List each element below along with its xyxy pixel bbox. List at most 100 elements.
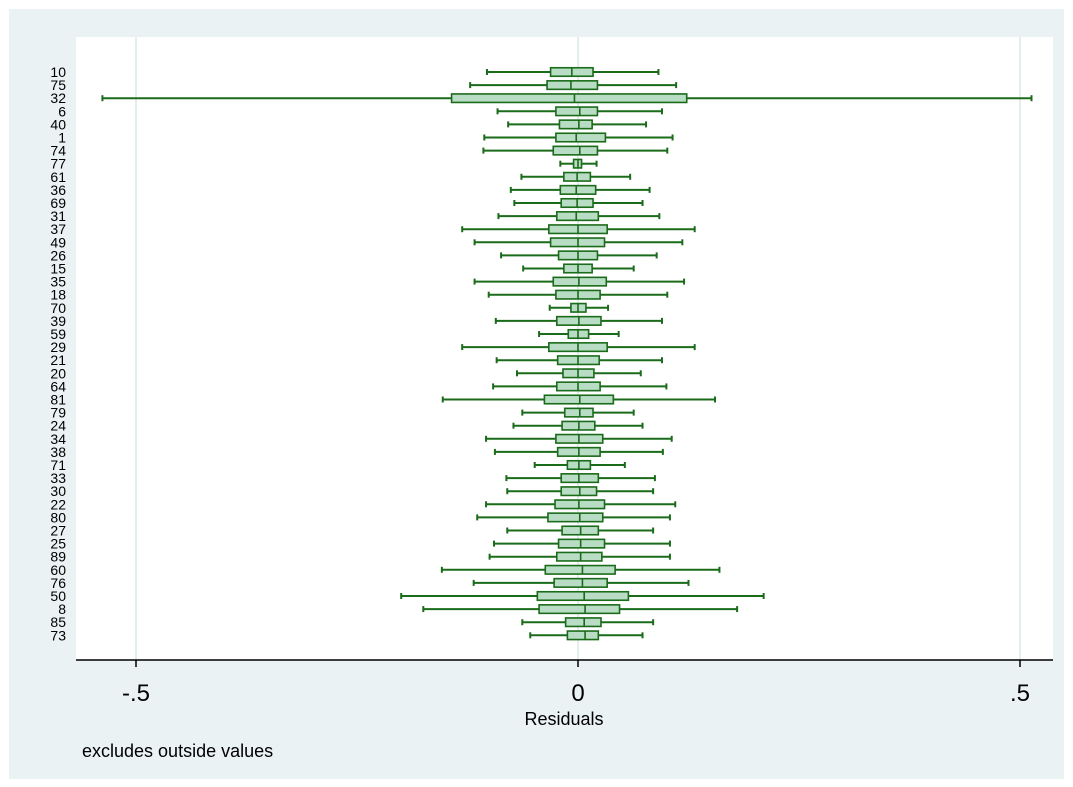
category-label: 20 [50, 365, 66, 381]
category-label: 81 [50, 392, 66, 408]
category-label: 79 [50, 405, 66, 421]
box-89 [488, 551, 671, 562]
box-81 [441, 394, 717, 405]
category-label: 77 [50, 156, 66, 172]
category-label: 24 [50, 418, 66, 434]
box-iqr [554, 499, 606, 510]
box-24 [512, 420, 644, 431]
box-80 [476, 512, 671, 523]
box-iqr [543, 394, 615, 405]
box-iqr [560, 486, 598, 497]
category-label: 71 [50, 457, 66, 473]
box-iqr [538, 604, 621, 615]
box-10 [485, 66, 660, 78]
box-32 [101, 93, 1033, 104]
box-27 [506, 525, 655, 536]
box-15 [522, 263, 635, 274]
box-iqr [555, 211, 600, 222]
category-label: 1 [58, 130, 66, 146]
category-label: 39 [50, 313, 66, 329]
box-1 [483, 132, 674, 143]
box-36 [509, 184, 651, 195]
boxes-layer [101, 66, 1033, 641]
category-label: 49 [50, 234, 66, 250]
box-33 [505, 473, 656, 484]
category-label: 75 [50, 77, 66, 93]
category-label: 80 [50, 509, 66, 525]
box-26 [500, 250, 658, 261]
box-50 [400, 590, 765, 602]
box-iqr [553, 577, 608, 588]
box-iqr [544, 564, 616, 575]
box-iqr [552, 276, 608, 287]
box-25 [493, 538, 671, 549]
box-49 [473, 237, 684, 248]
box-40 [507, 119, 648, 130]
box-31 [497, 211, 661, 222]
box-73 [529, 630, 644, 641]
box-59 [538, 328, 620, 340]
box-77 [559, 158, 598, 169]
category-label: 35 [50, 274, 66, 290]
box-35 [473, 276, 686, 287]
category-label: 36 [50, 182, 66, 198]
box-74 [482, 145, 669, 156]
category-label: 6 [58, 103, 66, 119]
category-label: 10 [50, 64, 66, 80]
box-iqr [566, 630, 600, 641]
box-61 [520, 171, 632, 182]
category-label: 61 [50, 169, 66, 185]
category-label: 27 [50, 523, 66, 539]
category-label: 40 [50, 116, 66, 132]
category-label: 31 [50, 208, 66, 224]
box-6 [496, 106, 663, 117]
box-75 [469, 80, 678, 91]
category-label: 29 [50, 339, 66, 355]
category-label: 25 [50, 536, 66, 552]
box-29 [461, 342, 696, 353]
box-iqr [557, 538, 606, 549]
category-label: 38 [50, 444, 66, 460]
box-iqr [563, 407, 594, 418]
category-label: 18 [50, 287, 66, 303]
box-76 [472, 577, 690, 588]
box-iqr [552, 145, 599, 156]
category-labels: 1075326401747761366931374926153518703959… [50, 64, 66, 643]
box-iqr [547, 512, 604, 523]
category-label: 74 [50, 143, 66, 159]
box-37 [461, 224, 696, 235]
box-60 [440, 564, 721, 575]
box-21 [495, 355, 663, 366]
box-30 [506, 486, 655, 497]
category-label: 70 [50, 300, 66, 316]
box-64 [492, 381, 668, 392]
category-label: 85 [50, 614, 66, 630]
box-iqr [546, 80, 599, 91]
x-tick-label: .5 [1010, 680, 1030, 707]
category-label: 21 [50, 352, 66, 368]
category-label: 50 [50, 588, 66, 604]
box-39 [494, 315, 663, 326]
category-label: 15 [50, 261, 66, 277]
box-38 [493, 446, 664, 457]
category-label: 60 [50, 562, 66, 578]
box-iqr [555, 551, 603, 562]
x-axis: -.5 0 .5 [76, 659, 1053, 707]
box-iqr [555, 132, 607, 143]
category-label: 37 [50, 221, 66, 237]
box-iqr [558, 119, 593, 130]
box-iqr [536, 590, 630, 602]
category-label: 32 [50, 90, 66, 106]
x-axis-title: Residuals [524, 709, 603, 729]
box-iqr [560, 473, 600, 484]
category-label: 76 [50, 575, 66, 591]
box-71 [533, 459, 626, 471]
box-18 [487, 289, 669, 300]
box-iqr [559, 184, 597, 195]
box-iqr [555, 106, 599, 117]
box-iqr [450, 93, 688, 104]
box-20 [516, 368, 642, 379]
category-label: 8 [58, 601, 66, 617]
box-79 [521, 407, 635, 418]
